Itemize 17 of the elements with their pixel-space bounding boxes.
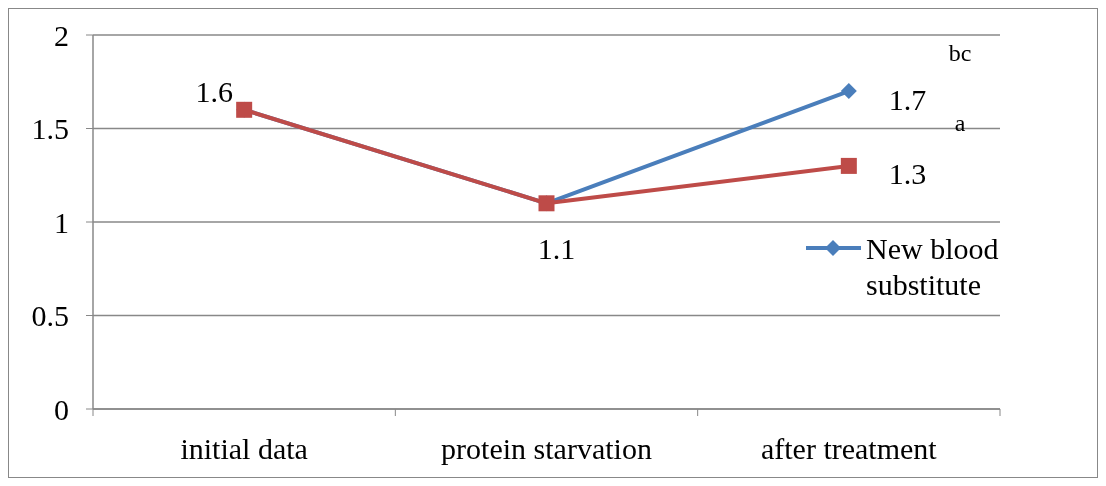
data-label: 1.3 [888,157,927,191]
y-tick-label: 0 [54,392,69,426]
y-tick-label: 1 [54,205,69,239]
y-tick-label: 2 [54,18,69,52]
data-label: 1.1 [537,231,576,265]
point [840,83,857,100]
y-tick-label: 1.5 [31,112,69,145]
annotation: bc [948,40,972,67]
data-label: 1.6 [195,75,233,109]
x-tick-label: after treatment [760,432,938,465]
annotation: a [954,110,966,137]
legend-label: New blood substitute [866,231,999,301]
x-tick-label: protein starvation [441,432,652,465]
point [840,157,857,174]
y-tick-label: 0.5 [31,299,69,332]
data-label: 1.7 [888,82,927,116]
x-tick-label: initial data [180,432,308,465]
